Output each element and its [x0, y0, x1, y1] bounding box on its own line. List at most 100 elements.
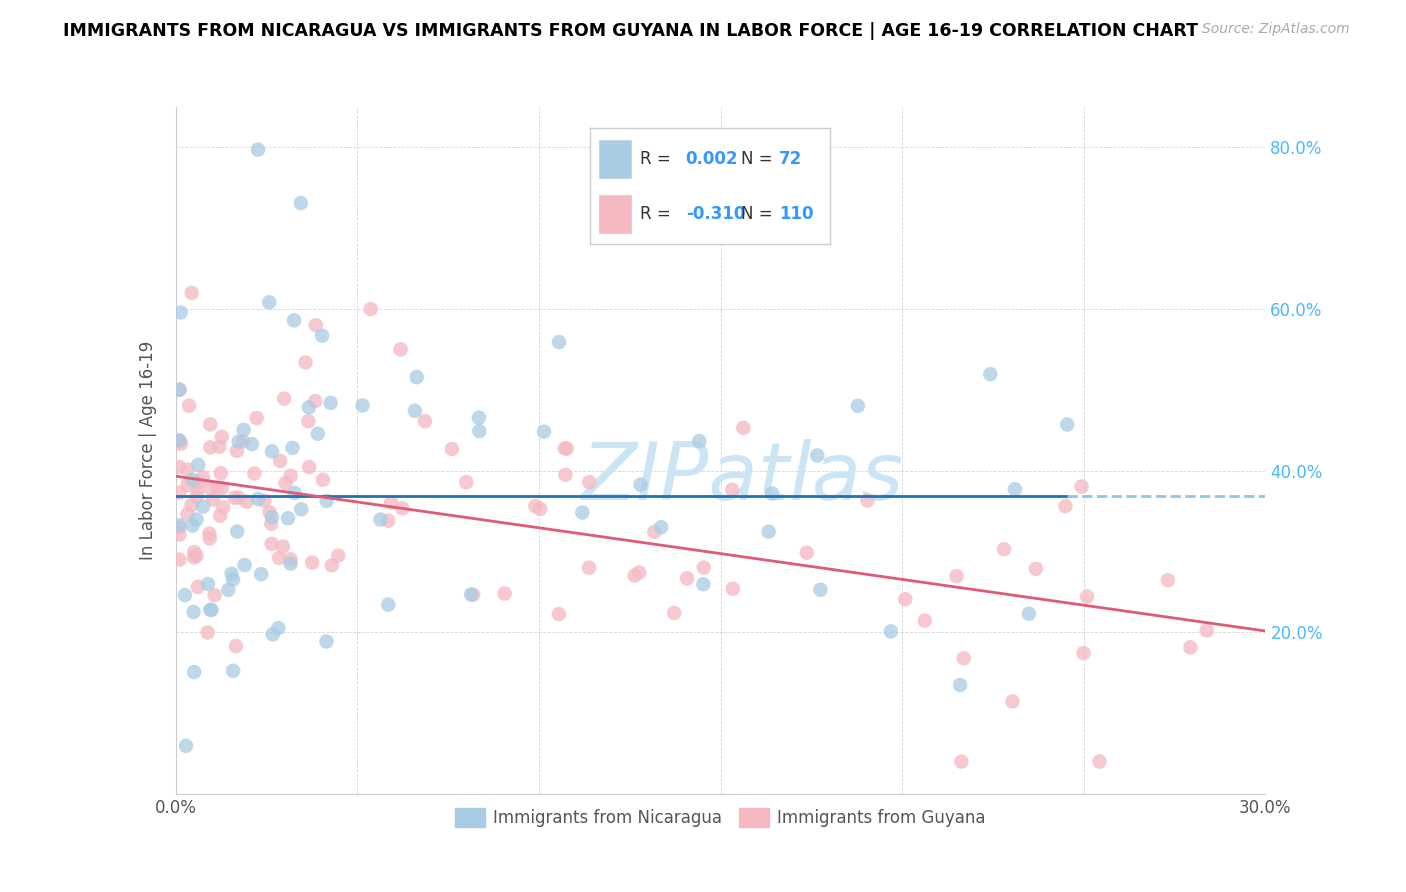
Point [267, 621, 290, 635]
Point [169, 434, 191, 448]
Point [360, 301, 382, 316]
Point [183, 545, 205, 559]
Legend: Immigrants from Nicaragua, Immigrants from Guyana: Immigrants from Nicaragua, Immigrants fr… [449, 801, 993, 834]
Point [676, 571, 699, 585]
Point [250, 567, 273, 582]
Point [246, 143, 269, 157]
Point [1073, 646, 1095, 660]
Point [170, 437, 193, 451]
Point [187, 458, 209, 472]
Point [283, 313, 305, 327]
Point [225, 639, 247, 653]
Point [247, 491, 270, 506]
Point [201, 492, 224, 507]
Point [226, 524, 249, 539]
Point [554, 467, 576, 482]
Point [321, 558, 343, 573]
Point [761, 486, 783, 500]
Point [233, 558, 256, 572]
Text: -0.310: -0.310 [686, 205, 745, 223]
Point [269, 454, 291, 468]
Point [312, 473, 335, 487]
Point [232, 434, 254, 449]
Point [260, 444, 283, 458]
Point [664, 606, 686, 620]
Point [945, 569, 967, 583]
Point [260, 510, 283, 524]
Point [212, 500, 235, 515]
Point [533, 425, 555, 439]
Point [187, 580, 209, 594]
Point [211, 481, 233, 495]
Point [298, 460, 321, 475]
Point [197, 577, 219, 591]
Point [257, 295, 280, 310]
Point [914, 614, 936, 628]
Point [169, 552, 191, 566]
Point [693, 560, 716, 574]
Point [297, 414, 319, 428]
Point [187, 475, 209, 489]
Point [880, 624, 903, 639]
Point [733, 421, 755, 435]
Point [260, 516, 283, 531]
Point [200, 417, 222, 432]
Text: 72: 72 [779, 150, 803, 169]
Point [253, 493, 276, 508]
Point [894, 592, 917, 607]
Point [186, 549, 208, 563]
Bar [599, 140, 630, 178]
Point [548, 335, 571, 350]
Point [404, 404, 426, 418]
Text: IMMIGRANTS FROM NICARAGUA VS IMMIGRANTS FROM GUYANA IN LABOR FORCE | AGE 16-19 C: IMMIGRANTS FROM NICARAGUA VS IMMIGRANTS … [63, 22, 1198, 40]
Point [554, 442, 576, 456]
Point [456, 475, 478, 490]
Point [1157, 573, 1180, 587]
Bar [599, 195, 630, 233]
Point [246, 411, 269, 425]
Point [198, 526, 221, 541]
Point [949, 678, 972, 692]
Point [169, 527, 191, 541]
Point [197, 625, 219, 640]
Point [181, 473, 204, 487]
Point [174, 739, 197, 753]
Point [643, 524, 665, 539]
Point [224, 491, 246, 505]
Point [240, 437, 263, 451]
Point [280, 552, 302, 566]
Point [494, 586, 516, 600]
Point [413, 414, 436, 428]
Point [758, 524, 780, 539]
Point [578, 475, 600, 489]
Point [273, 392, 295, 406]
Text: N =: N = [741, 150, 778, 169]
Point [204, 588, 226, 602]
Point [222, 664, 245, 678]
Point [377, 598, 399, 612]
Point [571, 506, 593, 520]
Point [950, 755, 973, 769]
Text: Source: ZipAtlas.com: Source: ZipAtlas.com [1202, 22, 1350, 37]
Point [198, 532, 221, 546]
Point [277, 511, 299, 525]
Point [1001, 694, 1024, 708]
Point [315, 634, 337, 648]
Point [301, 556, 323, 570]
Point [169, 518, 191, 533]
Text: R =: R = [640, 150, 676, 169]
Point [460, 588, 482, 602]
Point [846, 399, 869, 413]
Point [1076, 590, 1098, 604]
Point [280, 468, 302, 483]
Point [169, 460, 191, 475]
Point [1195, 624, 1218, 638]
Point [200, 603, 222, 617]
Point [1056, 417, 1078, 432]
Point [181, 518, 204, 533]
Point [979, 367, 1001, 381]
Point [271, 540, 294, 554]
Point [180, 498, 202, 512]
Point [391, 501, 413, 516]
Point [232, 423, 254, 437]
